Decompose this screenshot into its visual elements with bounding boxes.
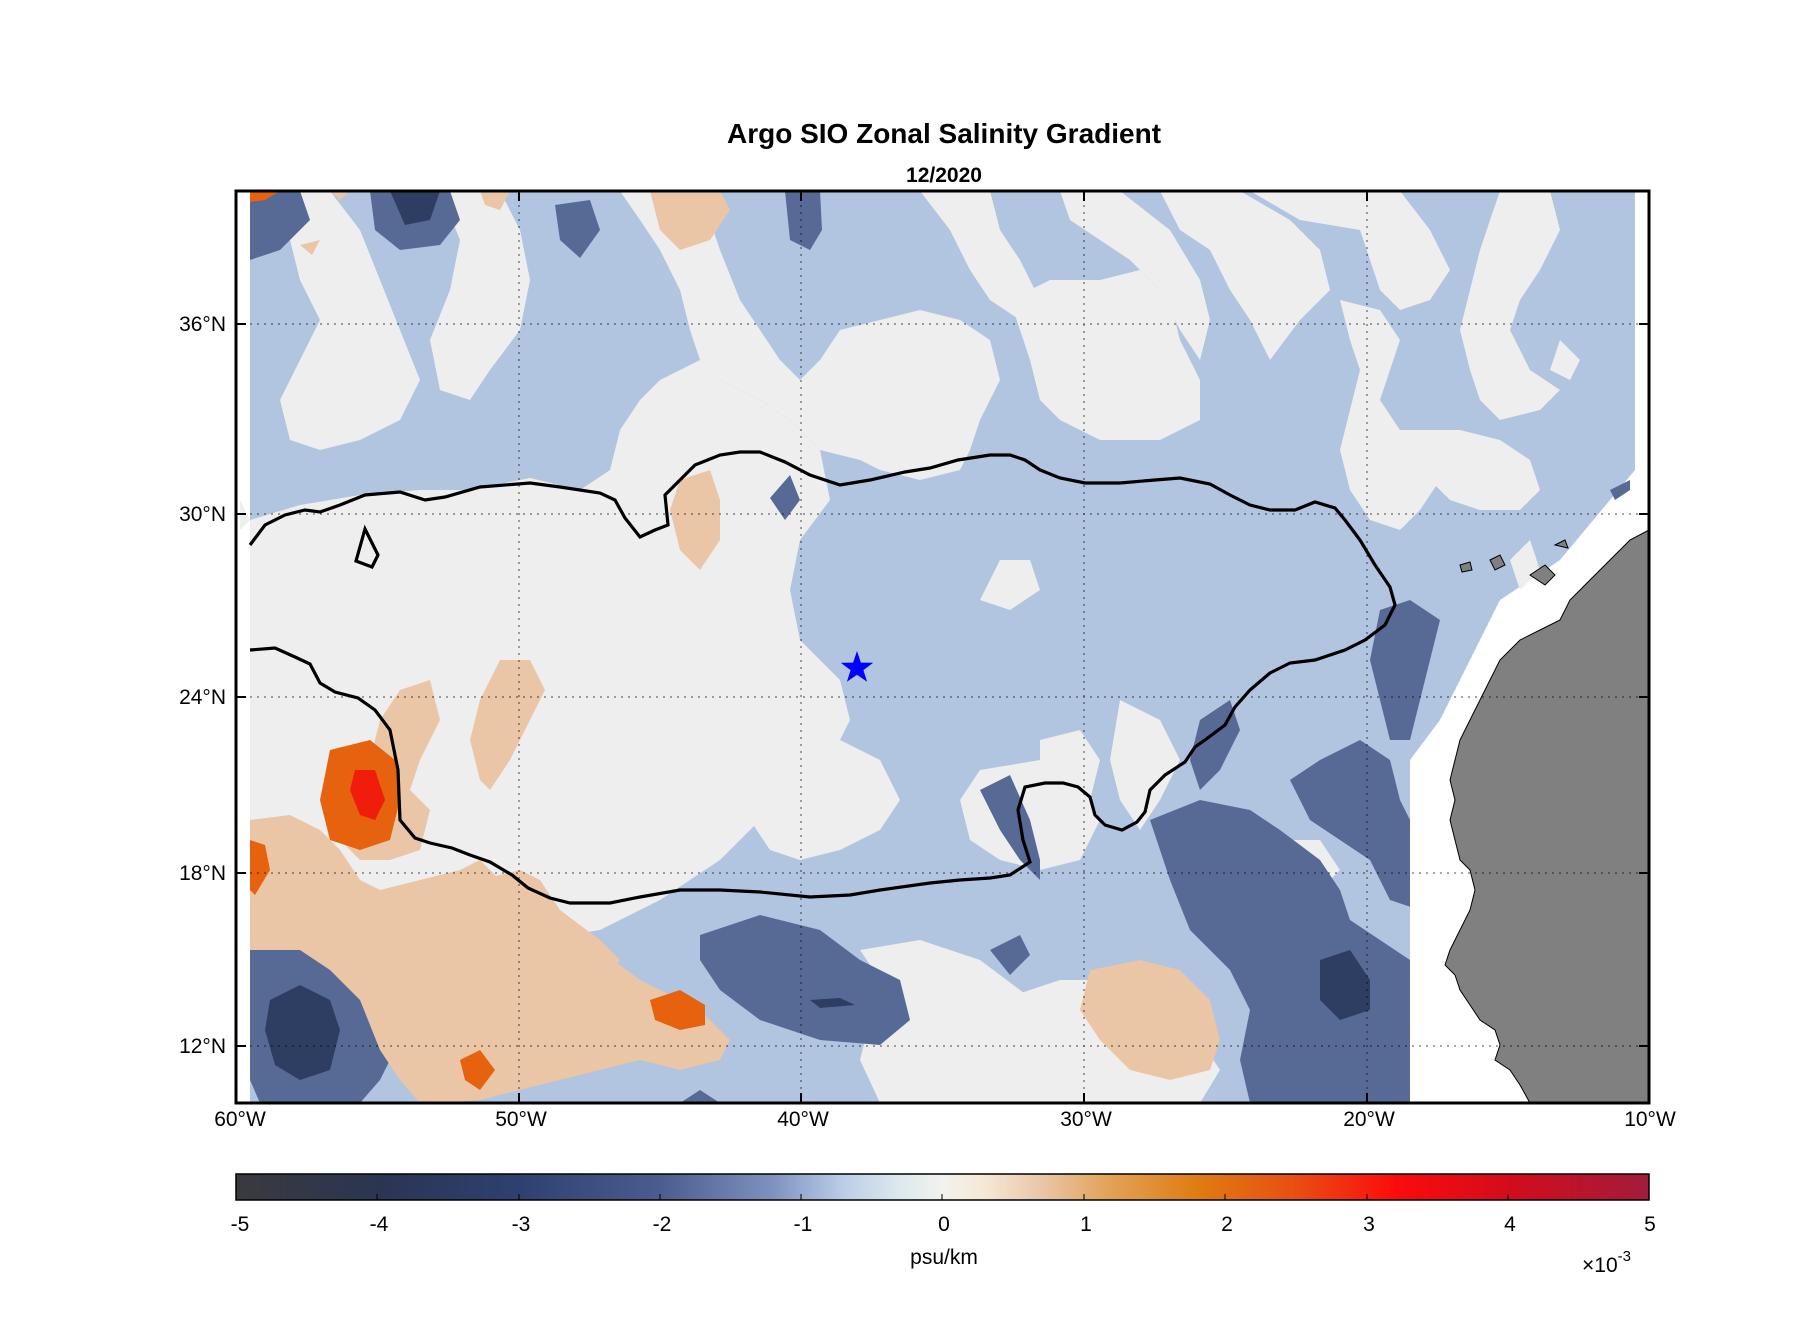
x-tick-label: 10°W	[1624, 1108, 1676, 1131]
y-tick-label: 24°N	[179, 686, 226, 709]
x-tick-label: 60°W	[214, 1108, 266, 1131]
y-axis-labels: 12°N 18°N 24°N 30°N 36°N	[179, 313, 226, 1058]
axis-tick-marks	[236, 191, 1649, 1103]
map-frame	[234, 189, 1651, 1105]
contour-fill-darkest-blue	[265, 191, 1370, 1080]
contour-fill-red	[350, 770, 385, 820]
canary-islands	[1459, 539, 1569, 586]
contour-line-small-loop	[354, 524, 380, 570]
colorbar-tick-label: -3	[512, 1213, 531, 1236]
land-africa	[1444, 529, 1649, 1103]
colorbar-tick-label: -2	[653, 1213, 672, 1236]
location-star-marker	[840, 651, 874, 682]
y-tick-label: 30°N	[179, 503, 226, 526]
y-tick-label: 18°N	[179, 862, 226, 885]
colorbar-tick-label: -1	[794, 1213, 813, 1236]
colorbar: -5 -4 -3 -2 -1 0 1 2 3 4 5 psu/km ×10-3	[231, 1173, 1656, 1277]
colorbar-tick-label: 5	[1644, 1213, 1656, 1236]
colorbar-ticks	[376, 1194, 1509, 1200]
colorbar-scale-factor: ×10-3	[1582, 1248, 1631, 1277]
x-tick-label: 40°W	[777, 1108, 829, 1131]
colorbar-tick-label: 4	[1504, 1213, 1516, 1236]
y-tick-label: 12°N	[179, 1035, 226, 1058]
colorbar-scale-exponent: -3	[1618, 1248, 1631, 1265]
colorbar-tick-label: 1	[1080, 1213, 1092, 1236]
colorbar-unit-label: psu/km	[910, 1246, 978, 1269]
x-axis-labels: 60°W 50°W 40°W 30°W 20°W 10°W	[214, 1108, 1676, 1131]
colorbar-tick-label: 3	[1363, 1213, 1375, 1236]
map-area	[236, 191, 1649, 1103]
colorbar-tick-label: 0	[938, 1213, 950, 1236]
chart-subtitle: 12/2020	[906, 164, 982, 187]
chart-title: Argo SIO Zonal Salinity Gradient	[727, 118, 1161, 149]
contour-line-north	[248, 450, 1397, 905]
map-grid	[236, 191, 1649, 1103]
x-tick-label: 50°W	[495, 1108, 547, 1131]
y-tick-label: 36°N	[179, 313, 226, 336]
x-tick-label: 20°W	[1343, 1108, 1395, 1131]
x-tick-label: 30°W	[1060, 1108, 1112, 1131]
colorbar-tick-label: -4	[370, 1213, 389, 1236]
colorbar-tick-label: 2	[1221, 1213, 1233, 1236]
colorbar-tick-label: -5	[231, 1213, 250, 1236]
